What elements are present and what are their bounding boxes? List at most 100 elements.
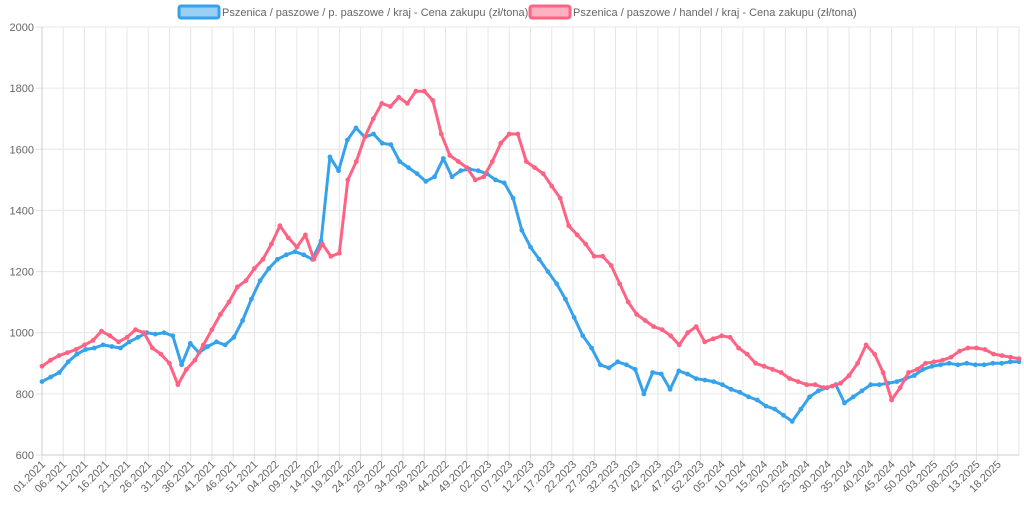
series-2-point[interactable] (931, 359, 937, 365)
series-1-point[interactable] (746, 394, 751, 400)
series-2-point[interactable] (269, 241, 274, 247)
series-1-point[interactable] (606, 365, 612, 371)
series-2-point[interactable] (235, 284, 240, 290)
series-1-point[interactable] (118, 345, 123, 351)
series-2-point[interactable] (549, 183, 555, 189)
series-1-point[interactable] (353, 125, 359, 131)
series-1-point[interactable] (929, 363, 935, 369)
series-1-point[interactable] (720, 382, 725, 388)
series-1-point[interactable] (955, 362, 961, 368)
series-2-point[interactable] (345, 177, 351, 183)
series-1-point[interactable] (48, 374, 54, 380)
series-1-point[interactable] (877, 382, 882, 388)
series-1-point[interactable] (371, 131, 376, 137)
series-1-point[interactable] (650, 370, 655, 375)
series-2-point[interactable] (778, 370, 784, 375)
series-1-point[interactable] (597, 362, 603, 368)
series-2-point[interactable] (821, 385, 826, 391)
series-2-point[interactable] (668, 333, 674, 339)
series-1-point[interactable] (938, 362, 943, 368)
series-2-point[interactable] (710, 336, 716, 342)
series-1-point[interactable] (65, 359, 71, 365)
series-2-point[interactable] (642, 318, 648, 323)
series-2-point[interactable] (829, 383, 835, 389)
series-1-point[interactable] (545, 269, 551, 274)
series-1-point[interactable] (493, 177, 498, 183)
series-2-point[interactable] (243, 278, 249, 284)
series-2-point[interactable] (744, 351, 750, 357)
series-2-point[interactable] (753, 360, 758, 366)
series-2-point[interactable] (336, 250, 342, 256)
series-1-point[interactable] (911, 373, 917, 378)
series-2-point[interactable] (404, 101, 410, 106)
series-1-point[interactable] (536, 256, 542, 262)
series-1-point[interactable] (624, 362, 629, 368)
series-1-point[interactable] (754, 397, 760, 403)
series-2-point[interactable] (39, 363, 45, 369)
series-2-point[interactable] (804, 382, 809, 388)
series-2-point[interactable] (107, 333, 113, 339)
series-1-point[interactable] (667, 386, 673, 392)
series-1-point[interactable] (501, 180, 507, 186)
series-1-point[interactable] (249, 296, 254, 302)
series-1-point[interactable] (205, 344, 211, 349)
series-1-point[interactable] (641, 391, 647, 397)
series-1-point[interactable] (414, 171, 420, 177)
series-2-point[interactable] (370, 116, 376, 122)
series-2-point[interactable] (294, 244, 300, 250)
series-2-point[interactable] (320, 241, 325, 247)
series-1-point[interactable] (336, 168, 341, 174)
series-2-point[interactable] (116, 339, 121, 345)
series-1-point[interactable] (510, 195, 516, 201)
series-1-point[interactable] (327, 154, 333, 160)
series-2-point[interactable] (889, 397, 894, 403)
series-1-point[interactable] (275, 256, 280, 262)
series-1-point[interactable] (475, 168, 481, 174)
series-1-point[interactable] (571, 315, 577, 320)
series-1-point[interactable] (554, 281, 560, 287)
series-2-point[interactable] (184, 367, 189, 372)
series-2-point[interactable] (192, 357, 198, 363)
series-1-point[interactable] (397, 159, 403, 164)
series-1-point[interactable] (728, 386, 734, 392)
series-2-point[interactable] (659, 327, 665, 333)
series-1-point[interactable] (615, 359, 621, 365)
series-1-point[interactable] (91, 345, 97, 351)
series-1-point[interactable] (589, 345, 594, 351)
series-2-point[interactable] (48, 357, 53, 363)
series-2-point[interactable] (532, 165, 538, 171)
series-1-point[interactable] (440, 156, 446, 161)
series-2-point[interactable] (447, 153, 453, 158)
series-1-point[interactable] (231, 334, 237, 340)
series-1-point[interactable] (39, 379, 45, 384)
series-1-point[interactable] (894, 379, 900, 384)
series-2-point[interactable] (583, 241, 589, 247)
series-1-point[interactable] (789, 419, 795, 424)
series-2-point[interactable] (1016, 356, 1022, 362)
series-2-point[interactable] (863, 342, 869, 348)
series-2-point[interactable] (855, 360, 860, 366)
series-2-point[interactable] (362, 134, 368, 140)
series-2-point[interactable] (523, 159, 529, 164)
series-1-point[interactable] (83, 347, 88, 352)
series-2-point[interactable] (506, 131, 512, 137)
series-2-point[interactable] (218, 312, 223, 317)
series-1-point[interactable] (344, 137, 350, 143)
series-1-point[interactable] (859, 388, 865, 394)
series-2-point[interactable] (421, 88, 427, 94)
series-2-point[interactable] (133, 327, 138, 333)
series-2-point[interactable] (167, 360, 172, 366)
series-2-point[interactable] (948, 354, 954, 360)
series-2-point[interactable] (90, 338, 96, 343)
series-1-point[interactable] (100, 342, 106, 348)
series-1-point[interactable] (842, 400, 847, 406)
series-2-point[interactable] (303, 232, 308, 238)
series-2-point[interactable] (286, 235, 291, 241)
series-2-point[interactable] (608, 263, 614, 268)
series-1-point[interactable] (816, 388, 821, 394)
series-2-point[interactable] (141, 330, 147, 336)
series-2-point[interactable] (574, 232, 580, 238)
series-1-point[interactable] (920, 367, 926, 372)
series-1-point[interactable] (580, 333, 586, 339)
series-2-point[interactable] (812, 382, 818, 388)
